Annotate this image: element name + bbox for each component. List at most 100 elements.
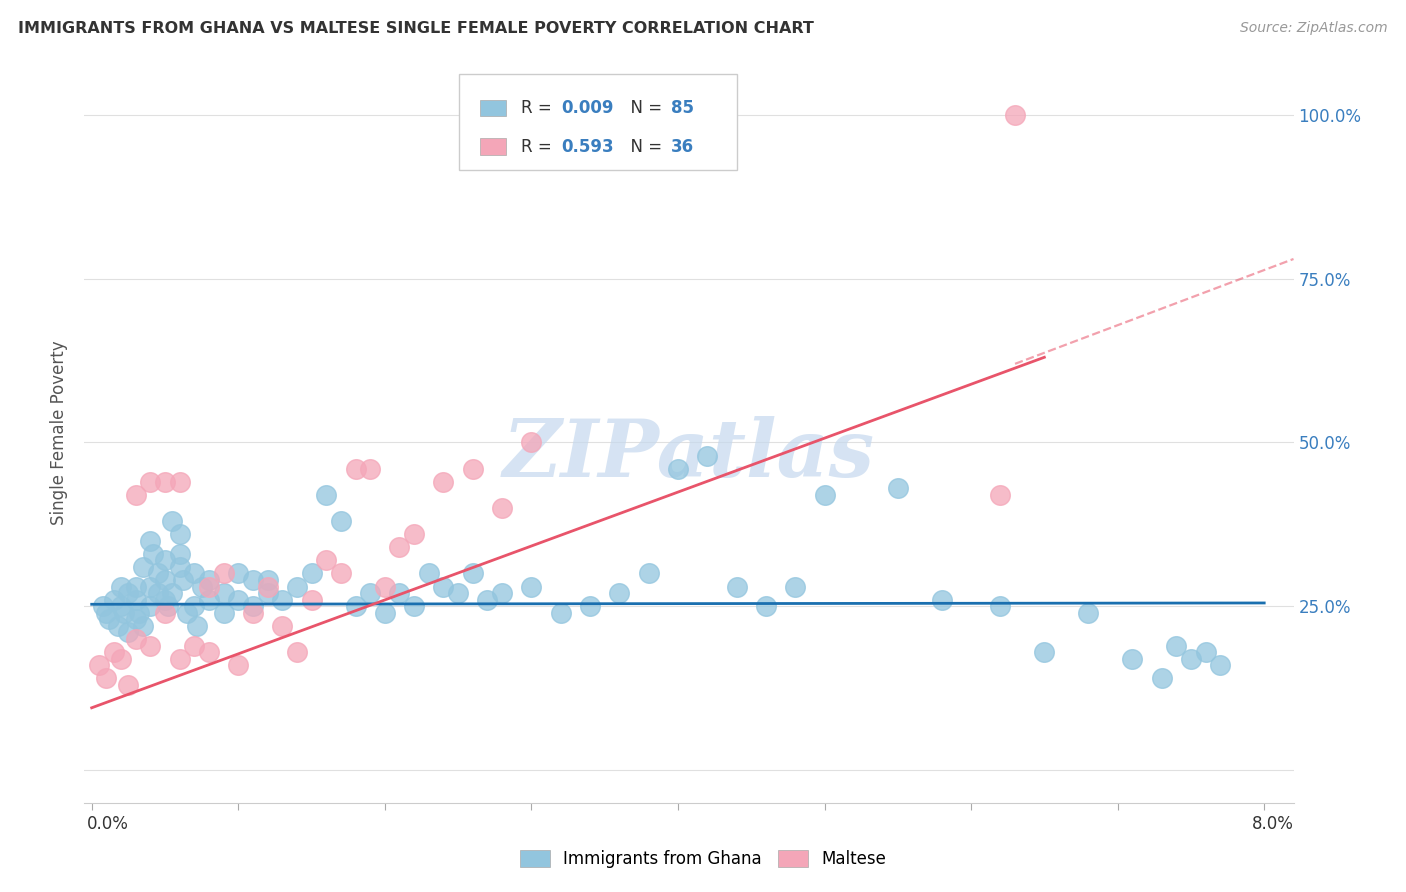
Immigrants from Ghana — [1121, 651, 1143, 665]
Immigrants from Ghana — [256, 573, 278, 587]
Immigrants from Ghana — [931, 592, 953, 607]
Maltese — [198, 580, 221, 594]
Immigrants from Ghana — [139, 580, 162, 594]
Immigrants from Ghana — [162, 514, 184, 528]
Maltese — [169, 475, 191, 489]
Maltese — [301, 592, 323, 607]
Immigrants from Ghana — [404, 599, 426, 614]
Text: IMMIGRANTS FROM GHANA VS MALTESE SINGLE FEMALE POVERTY CORRELATION CHART: IMMIGRANTS FROM GHANA VS MALTESE SINGLE … — [18, 21, 814, 36]
Text: Source: ZipAtlas.com: Source: ZipAtlas.com — [1240, 21, 1388, 35]
Immigrants from Ghana — [153, 573, 176, 587]
Maltese — [198, 645, 221, 659]
Maltese — [87, 658, 110, 673]
Immigrants from Ghana — [132, 619, 155, 633]
Immigrants from Ghana — [637, 566, 659, 581]
Maltese — [432, 475, 454, 489]
Immigrants from Ghana — [374, 606, 396, 620]
Immigrants from Ghana — [169, 527, 191, 541]
Immigrants from Ghana — [198, 592, 221, 607]
Text: 0.593: 0.593 — [561, 137, 613, 155]
Immigrants from Ghana — [169, 560, 191, 574]
Immigrants from Ghana — [1150, 671, 1173, 685]
Immigrants from Ghana — [98, 612, 121, 626]
Maltese — [124, 632, 146, 646]
Immigrants from Ghana — [112, 606, 135, 620]
Immigrants from Ghana — [242, 573, 264, 587]
Immigrants from Ghana — [110, 580, 132, 594]
Immigrants from Ghana — [153, 553, 176, 567]
Immigrants from Ghana — [1194, 645, 1216, 659]
Text: 8.0%: 8.0% — [1251, 814, 1294, 832]
Immigrants from Ghana — [520, 580, 543, 594]
Immigrants from Ghana — [117, 586, 139, 600]
Immigrants from Ghana — [1077, 606, 1099, 620]
Immigrants from Ghana — [329, 514, 352, 528]
Immigrants from Ghana — [190, 580, 212, 594]
Immigrants from Ghana — [607, 586, 630, 600]
Maltese — [103, 645, 125, 659]
Immigrants from Ghana — [344, 599, 367, 614]
Maltese — [256, 580, 278, 594]
Immigrants from Ghana — [1166, 639, 1188, 653]
Immigrants from Ghana — [461, 566, 484, 581]
Immigrants from Ghana — [162, 586, 184, 600]
FancyBboxPatch shape — [479, 100, 506, 117]
Immigrants from Ghana — [1033, 645, 1056, 659]
Maltese — [169, 651, 191, 665]
Immigrants from Ghana — [359, 586, 381, 600]
Immigrants from Ghana — [388, 586, 411, 600]
Immigrants from Ghana — [285, 580, 308, 594]
Maltese — [183, 639, 205, 653]
Text: 0.0%: 0.0% — [87, 814, 129, 832]
Immigrants from Ghana — [139, 599, 162, 614]
Immigrants from Ghana — [755, 599, 778, 614]
Immigrants from Ghana — [226, 566, 249, 581]
Maltese — [271, 619, 294, 633]
FancyBboxPatch shape — [479, 138, 506, 154]
Maltese — [329, 566, 352, 581]
Maltese — [139, 639, 162, 653]
Immigrants from Ghana — [550, 606, 572, 620]
Immigrants from Ghana — [198, 573, 221, 587]
Immigrants from Ghana — [107, 619, 129, 633]
Text: 36: 36 — [671, 137, 695, 155]
Immigrants from Ghana — [186, 619, 208, 633]
Immigrants from Ghana — [124, 592, 146, 607]
Immigrants from Ghana — [176, 606, 198, 620]
Immigrants from Ghana — [124, 612, 146, 626]
Immigrants from Ghana — [477, 592, 499, 607]
Immigrants from Ghana — [132, 560, 155, 574]
Maltese — [359, 461, 381, 475]
Text: R =: R = — [520, 137, 557, 155]
Immigrants from Ghana — [491, 586, 513, 600]
Immigrants from Ghana — [183, 599, 205, 614]
Maltese — [315, 553, 337, 567]
Y-axis label: Single Female Poverty: Single Female Poverty — [51, 341, 69, 524]
Text: 0.009: 0.009 — [561, 99, 613, 118]
Immigrants from Ghana — [139, 533, 162, 548]
Immigrants from Ghana — [1209, 658, 1232, 673]
Legend: Immigrants from Ghana, Maltese: Immigrants from Ghana, Maltese — [513, 843, 893, 875]
Immigrants from Ghana — [990, 599, 1012, 614]
Immigrants from Ghana — [696, 449, 718, 463]
Maltese — [285, 645, 308, 659]
Maltese — [139, 475, 162, 489]
Maltese — [110, 651, 132, 665]
Immigrants from Ghana — [666, 461, 689, 475]
Immigrants from Ghana — [1180, 651, 1202, 665]
Immigrants from Ghana — [887, 481, 910, 495]
Maltese — [153, 475, 176, 489]
Maltese — [990, 488, 1012, 502]
Immigrants from Ghana — [103, 592, 125, 607]
Maltese — [124, 488, 146, 502]
Maltese — [374, 580, 396, 594]
Immigrants from Ghana — [226, 592, 249, 607]
Immigrants from Ghana — [242, 599, 264, 614]
Immigrants from Ghana — [183, 566, 205, 581]
Immigrants from Ghana — [93, 599, 115, 614]
Maltese — [404, 527, 426, 541]
Maltese — [491, 500, 513, 515]
Immigrants from Ghana — [447, 586, 470, 600]
Immigrants from Ghana — [110, 599, 132, 614]
Immigrants from Ghana — [432, 580, 454, 594]
